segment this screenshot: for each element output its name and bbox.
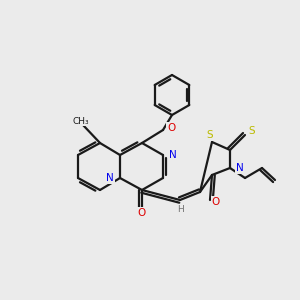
Text: O: O — [167, 123, 175, 133]
Text: O: O — [212, 197, 220, 207]
Text: O: O — [138, 208, 146, 218]
Text: H: H — [178, 205, 184, 214]
Text: CH₃: CH₃ — [73, 116, 89, 125]
Text: N: N — [236, 163, 244, 173]
Text: N: N — [169, 150, 177, 160]
Text: S: S — [207, 130, 213, 140]
Text: N: N — [106, 173, 114, 183]
Text: S: S — [249, 126, 255, 136]
